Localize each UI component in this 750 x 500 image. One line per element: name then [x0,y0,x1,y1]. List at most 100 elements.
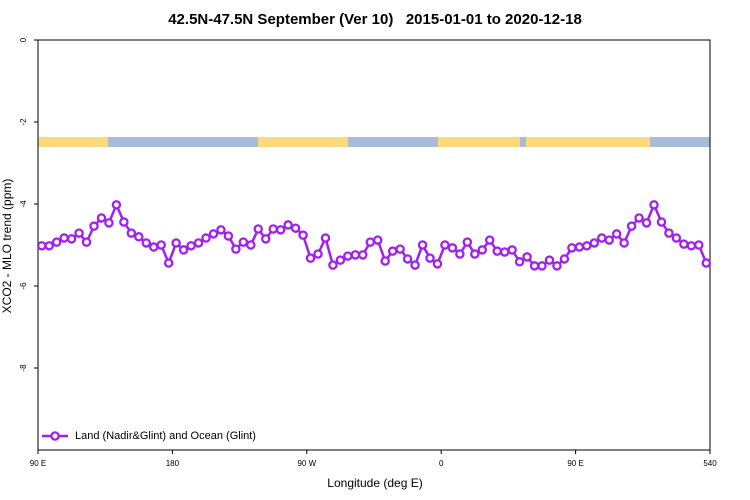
x-tick-label: 540 [703,459,717,468]
x-axis-title: Longitude (deg E) [327,476,422,490]
data-point [59,233,69,243]
data-point [679,239,689,249]
data-point [201,233,211,243]
data-point [358,250,368,260]
data-point [186,241,196,251]
data-point [148,242,159,252]
ocean-band [38,137,710,147]
data-point [537,261,547,271]
data-point [440,240,450,250]
data-point [126,228,137,238]
data-point [694,240,704,250]
data-point [582,241,592,251]
data-point [171,238,181,248]
data-point [283,220,293,230]
data-point [238,237,249,247]
legend-label: Land (Nadir&Glint) and Ocean (Glint) [75,430,256,442]
data-point [619,238,629,248]
data-point [223,231,234,241]
data-point [111,200,122,210]
data-point [104,218,114,228]
data-point [507,245,517,255]
data-point [246,240,256,250]
data-point [402,254,413,264]
data-point [671,233,682,243]
data-point [253,224,264,234]
data-point [119,217,129,227]
data-point [656,217,667,227]
data-point [141,238,152,248]
data-point [432,259,443,269]
data-point [649,200,659,210]
data-point [193,238,204,248]
data-point [611,229,622,239]
data-point [96,213,107,223]
x-tick-label: 90 E [30,459,46,468]
land-band [526,137,650,147]
data-point [328,260,338,270]
data-point [447,243,458,253]
data-point [477,245,488,255]
data-point [66,234,77,244]
data-point [74,228,84,238]
data-point [686,241,697,251]
data-point [178,245,189,255]
data-point [529,261,540,271]
data-point [260,234,271,244]
y-tick-label: 0 [19,37,28,42]
data-point [574,242,585,252]
legend-marker [50,431,60,441]
data-point [231,244,241,254]
data-point [156,240,166,250]
data-point [89,221,99,231]
data-point [514,257,525,267]
land-band [38,137,108,147]
data-point [470,249,480,259]
data-point [522,252,532,262]
data-point [492,246,502,256]
data-point [372,235,383,245]
data-point [320,233,331,243]
data-point [559,254,570,264]
x-tick-label: 0 [439,459,444,468]
x-tick-label: 180 [166,459,180,468]
y-tick-label: -2 [19,118,28,126]
land-band [258,137,348,147]
data-point [641,218,652,228]
data-point [395,244,405,254]
data-point [343,251,353,261]
data-point [298,230,308,240]
data-point [36,241,47,251]
data-point [552,261,562,271]
data-point [596,233,607,243]
data-point [589,238,600,248]
data-point [567,243,577,253]
data-point [44,241,54,251]
data-point [290,223,301,233]
y-axis-title: XCO2 - MLO trend (ppm) [0,179,14,314]
data-point [499,247,510,257]
y-tick-label: -8 [19,364,28,372]
chart-title: 42.5N-47.5N September (Ver 10) 2015-01-0… [168,11,582,28]
legend: Land (Nadir&Glint) and Ocean (Glint) [42,430,256,442]
land-band [438,137,520,147]
data-point [425,253,435,263]
data-point [626,221,637,231]
land-ocean-band [38,137,710,147]
data-point [335,255,346,265]
data-point [634,213,644,223]
data-point [664,228,674,238]
data-point [387,246,398,256]
data-point [462,237,473,247]
data-point [410,260,420,270]
data-point [484,235,495,245]
data-point [134,232,144,242]
data-point [305,253,316,263]
data-point [365,237,376,247]
data-point [604,235,614,245]
data-point [163,258,174,268]
data-point [216,225,226,235]
data-point [701,258,712,268]
data-point [544,255,555,265]
